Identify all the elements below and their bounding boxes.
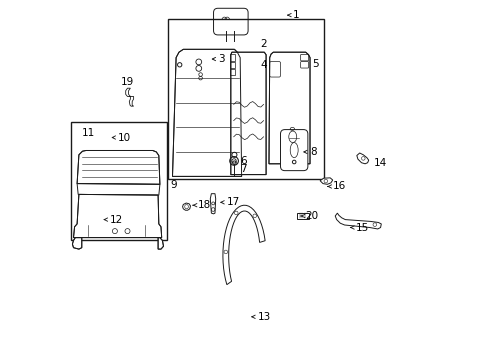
Bar — [71, 122, 167, 240]
Polygon shape — [356, 153, 368, 164]
Polygon shape — [172, 49, 241, 176]
Polygon shape — [158, 238, 163, 249]
Text: 9: 9 — [170, 180, 177, 190]
Text: 10: 10 — [118, 132, 131, 143]
Text: 14: 14 — [373, 158, 386, 168]
Polygon shape — [77, 184, 160, 195]
Polygon shape — [73, 194, 162, 238]
Bar — [168, 19, 323, 179]
Text: 12: 12 — [109, 215, 122, 225]
Text: 16: 16 — [332, 181, 345, 192]
Text: 4: 4 — [260, 60, 267, 70]
Polygon shape — [223, 205, 264, 285]
Text: 11: 11 — [81, 128, 95, 138]
Text: 8: 8 — [309, 147, 316, 157]
Polygon shape — [72, 238, 81, 249]
Text: 17: 17 — [226, 197, 239, 207]
Text: 13: 13 — [257, 312, 270, 322]
Text: 18: 18 — [197, 200, 210, 210]
Polygon shape — [182, 203, 190, 210]
Text: 5: 5 — [311, 59, 318, 69]
Polygon shape — [125, 88, 133, 106]
FancyBboxPatch shape — [297, 213, 308, 219]
Text: 19: 19 — [121, 77, 134, 87]
Polygon shape — [230, 52, 265, 175]
Text: 2: 2 — [260, 39, 267, 49]
FancyBboxPatch shape — [280, 130, 307, 171]
Text: 20: 20 — [305, 211, 318, 221]
Text: 7: 7 — [240, 164, 246, 174]
Text: 1: 1 — [292, 10, 299, 20]
Polygon shape — [268, 52, 309, 164]
Text: 6: 6 — [240, 156, 246, 166]
Text: 3: 3 — [218, 54, 225, 64]
Polygon shape — [210, 194, 215, 214]
Text: 15: 15 — [355, 222, 368, 233]
Polygon shape — [320, 178, 332, 184]
Polygon shape — [335, 213, 381, 229]
Polygon shape — [77, 150, 160, 184]
